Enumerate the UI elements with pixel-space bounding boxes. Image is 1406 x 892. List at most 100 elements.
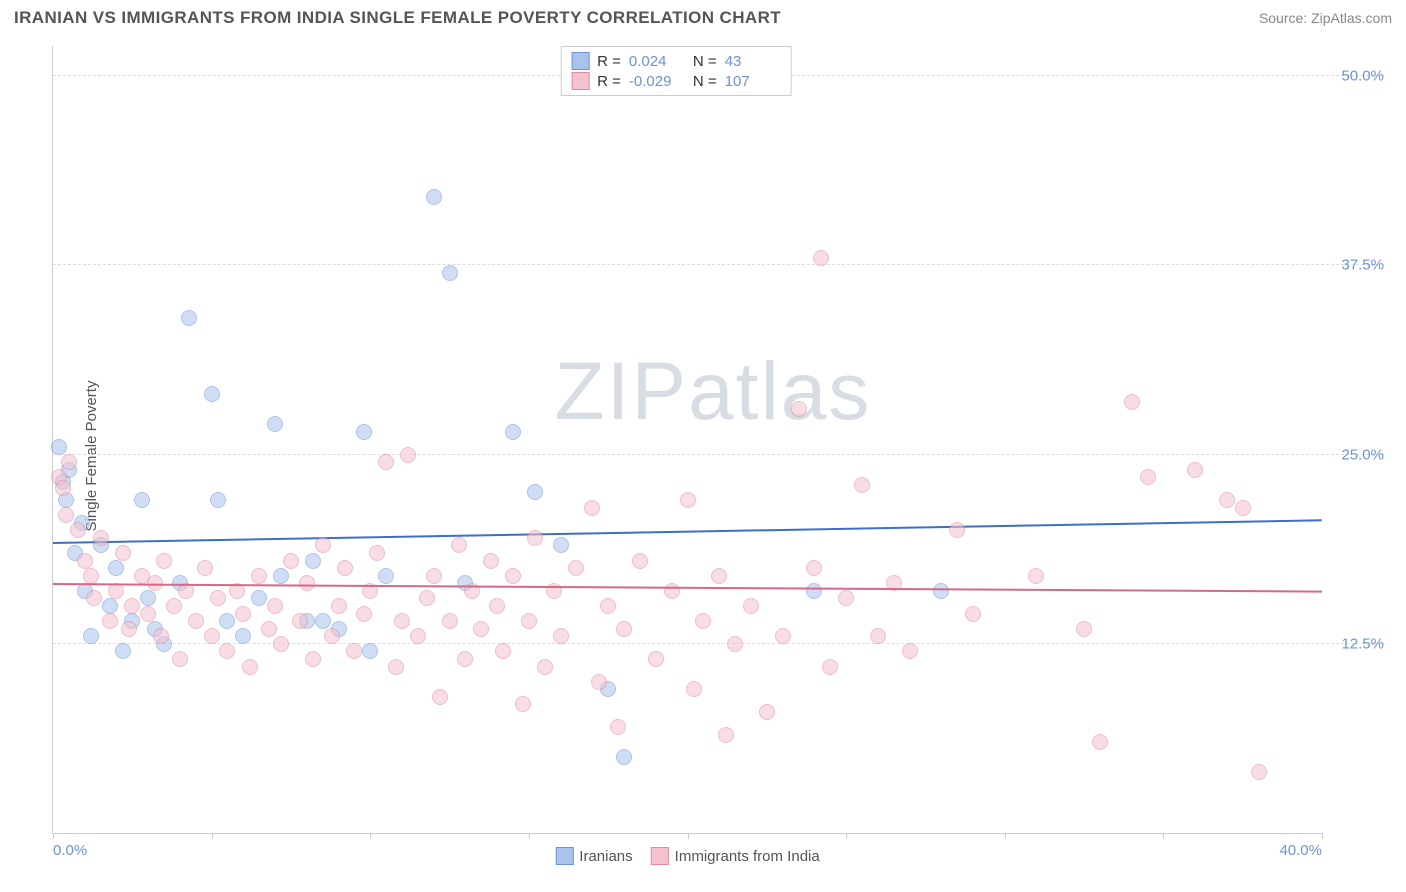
legend-label-series2: Immigrants from India [675,848,820,865]
scatter-point [235,628,251,644]
scatter-point [121,621,137,637]
n-label: N = [693,53,717,70]
scatter-point [410,628,426,644]
gridline [53,454,1384,455]
scatter-point [806,583,822,599]
plot-area: ZIPatlas R = 0.024 N = 43 R = -0.029 N =… [52,46,1322,834]
scatter-point [521,613,537,629]
scatter-point [451,537,467,553]
stats-row-series2: R = -0.029 N = 107 [571,71,781,91]
legend-item-series1: Iranians [555,847,632,865]
scatter-point [83,628,99,644]
scatter-point [305,651,321,667]
scatter-point [242,659,258,675]
scatter-point [124,598,140,614]
scatter-point [388,659,404,675]
scatter-point [1092,734,1108,750]
scatter-point [1251,764,1267,780]
scatter-point [505,424,521,440]
scatter-point [505,568,521,584]
scatter-point [775,628,791,644]
scatter-point [188,613,204,629]
scatter-point [299,575,315,591]
scatter-point [331,598,347,614]
scatter-point [813,250,829,266]
x-tick [370,833,371,839]
n-label: N = [693,73,717,90]
scatter-point [102,598,118,614]
scatter-point [55,480,71,496]
scatter-point [337,560,353,576]
scatter-point [419,590,435,606]
scatter-point [172,651,188,667]
scatter-point [1140,469,1156,485]
scatter-point [584,500,600,516]
scatter-point [473,621,489,637]
x-tick-label: 0.0% [53,842,87,859]
scatter-point [181,310,197,326]
scatter-point [759,704,775,720]
scatter-point [791,401,807,417]
x-tick [1005,833,1006,839]
scatter-point [315,537,331,553]
y-tick-label: 25.0% [1341,446,1384,463]
x-tick [1322,833,1323,839]
stats-row-series1: R = 0.024 N = 43 [571,51,781,71]
scatter-point [140,590,156,606]
scatter-point [591,674,607,690]
scatter-point [483,553,499,569]
scatter-point [1235,500,1251,516]
scatter-point [273,568,289,584]
scatter-point [369,545,385,561]
scatter-point [743,598,759,614]
scatter-point [102,613,118,629]
scatter-point [356,606,372,622]
scatter-point [166,598,182,614]
scatter-point [305,553,321,569]
scatter-point [1219,492,1235,508]
scatter-point [1028,568,1044,584]
scatter-point [933,583,949,599]
swatch-series1 [571,52,589,70]
swatch-series2 [571,72,589,90]
scatter-point [394,613,410,629]
n-value-series2: 107 [725,73,781,90]
gridline [53,264,1384,265]
y-tick-label: 12.5% [1341,635,1384,652]
scatter-point [156,553,172,569]
scatter-point [267,416,283,432]
scatter-point [1187,462,1203,478]
scatter-point [51,439,67,455]
scatter-point [949,522,965,538]
scatter-point [489,598,505,614]
scatter-point [553,537,569,553]
scatter-point [210,492,226,508]
scatter-point [108,560,124,576]
scatter-point [153,628,169,644]
scatter-point [553,628,569,644]
x-tick [529,833,530,839]
scatter-point [378,568,394,584]
x-tick [212,833,213,839]
scatter-point [61,454,77,470]
scatter-point [442,265,458,281]
scatter-point [537,659,553,675]
scatter-point [527,530,543,546]
trend-line [53,520,1322,545]
chart-container: Single Female Poverty ZIPatlas R = 0.024… [22,38,1392,874]
scatter-point [261,621,277,637]
scatter-point [806,560,822,576]
scatter-point [568,560,584,576]
scatter-point [251,568,267,584]
scatter-point [362,643,378,659]
scatter-point [134,492,150,508]
scatter-point [77,553,93,569]
scatter-point [251,590,267,606]
scatter-point [292,613,308,629]
y-tick-label: 50.0% [1341,68,1384,85]
scatter-point [115,545,131,561]
source-attribution: Source: ZipAtlas.com [1259,10,1392,26]
scatter-point [378,454,394,470]
legend-swatch-series2 [651,847,669,865]
scatter-point [686,681,702,697]
